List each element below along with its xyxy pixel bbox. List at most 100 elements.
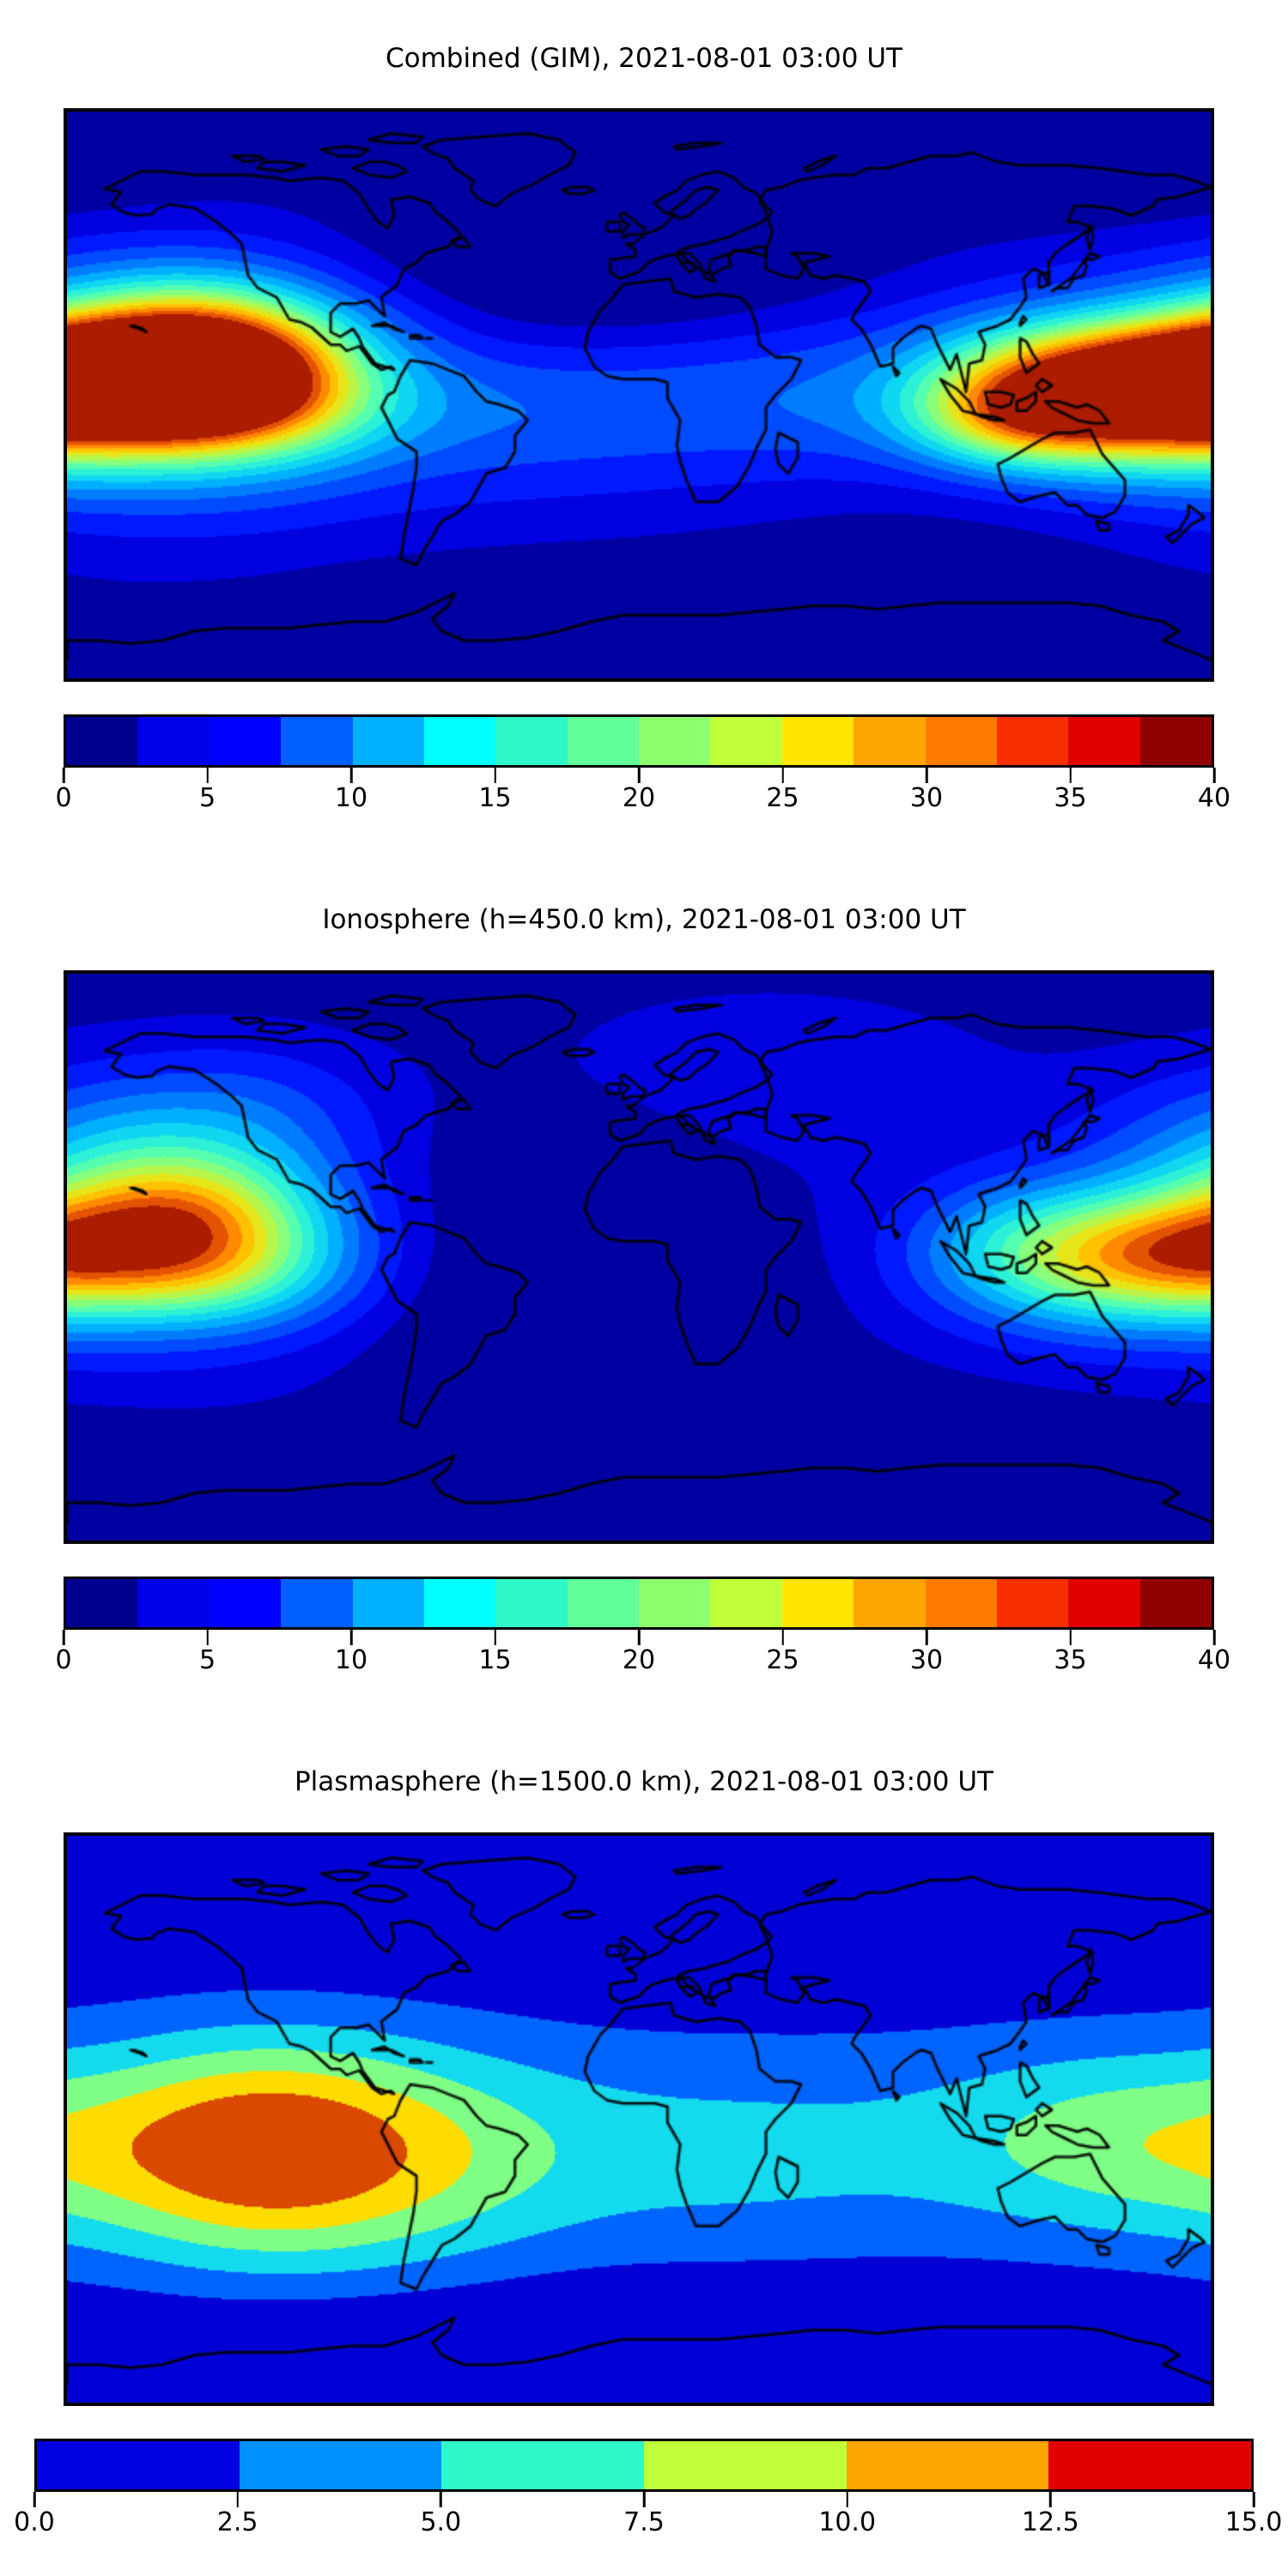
colorbar-tick-label: 5.0 [420, 2507, 462, 2537]
colorbar-tick-label: 35 [1054, 1645, 1087, 1675]
colorbar-tick-label: 5 [198, 1645, 216, 1675]
colorbar-strip-plasmasphere [34, 2439, 1254, 2492]
colorbar-segment [66, 1579, 138, 1627]
colorbar-segment [925, 717, 997, 765]
colorbar-segment [846, 2441, 1049, 2489]
colorbar-tick-label: 5 [198, 783, 216, 813]
colorbar-segment [423, 717, 496, 765]
colorbar-segment [239, 2441, 442, 2489]
colorbar-segment [352, 1579, 424, 1627]
colorbar-tick [1069, 768, 1072, 783]
colorbar-tick-label: 2.5 [216, 2507, 258, 2537]
colorbar-tick-label: 7.5 [623, 2507, 665, 2537]
panel-title-combined: Combined (GIM), 2021-08-01 03:00 UT [386, 43, 902, 74]
colorbar-segment [281, 717, 353, 765]
colorbar-tick-label: 10 [334, 783, 368, 813]
colorbar-plasmasphere: 0.0 2.5 5.0 7.5 10.0 12.5 15.0 [14, 2439, 1282, 2537]
colorbar-ticks-plasmasphere [33, 2492, 1255, 2507]
colorbar-tick [349, 1630, 353, 1645]
colorbar-labels-plasmasphere: 0.0 2.5 5.0 7.5 10.0 12.5 15.0 [14, 2507, 1282, 2543]
colorbar-tick [494, 1630, 496, 1645]
colorbar-tick-label: 10.0 [818, 2507, 877, 2537]
colorbar-labels-combined: 0 5 10 15 20 25 30 35 40 [55, 783, 1230, 819]
colorbar-tick-label: 30 [909, 1645, 944, 1675]
colorbar-tick-label: 15 [478, 1645, 512, 1675]
colorbar-tick [206, 1630, 209, 1645]
colorbar-tick [781, 768, 784, 783]
map-canvas-plasmasphere [67, 1836, 1211, 2403]
colorbar-tick [925, 1630, 928, 1645]
colorbar-segment [209, 717, 282, 765]
colorbar-labels-ionosphere: 0 5 10 15 20 25 30 35 40 [55, 1645, 1230, 1681]
colorbar-segment [781, 1579, 854, 1627]
colorbar-segment [1068, 717, 1140, 765]
colorbar-segment [423, 1579, 496, 1627]
colorbar-tick-label: 0.0 [14, 2507, 55, 2537]
colorbar-strip-ionosphere [64, 1577, 1214, 1630]
colorbar-tick [642, 2492, 646, 2507]
colorbar-segment [639, 717, 711, 765]
colorbar-tick-label: 10 [334, 1645, 368, 1675]
colorbar-tick [236, 2492, 239, 2507]
colorbar-segment [209, 1579, 282, 1627]
colorbar-tick-label: 20 [622, 1645, 656, 1675]
colorbar-segment [781, 717, 854, 765]
colorbar-segment [567, 717, 639, 765]
colorbar-tick-label: 20 [622, 783, 656, 813]
colorbar-segment [1068, 1579, 1140, 1627]
colorbar-tick-label: 35 [1054, 783, 1087, 813]
colorbar-tick-label: 40 [1197, 783, 1231, 813]
colorbar-segment [495, 1579, 568, 1627]
colorbar-tick-label: 25 [766, 1645, 799, 1675]
colorbar-tick [440, 2492, 442, 2507]
map-canvas-combined [67, 112, 1211, 678]
colorbar-segment [996, 717, 1069, 765]
map-combined-gim [64, 108, 1214, 682]
colorbar-tick [62, 1630, 65, 1645]
colorbar-segment [37, 2441, 240, 2489]
colorbar-tick-label: 0 [55, 783, 72, 813]
map-canvas-ionosphere [67, 974, 1211, 1540]
colorbar-segment [352, 717, 424, 765]
colorbar-tick-label: 12.5 [1021, 2507, 1079, 2537]
colorbar-segment [710, 1579, 782, 1627]
colorbar-combined: 0 5 10 15 20 25 30 35 40 [55, 714, 1230, 813]
colorbar-segment [281, 1579, 353, 1627]
panel-title-ionosphere: Ionosphere (h=450.0 km), 2021-08-01 03:0… [322, 904, 966, 935]
colorbar-tick [637, 1630, 641, 1645]
colorbar-segment [854, 1579, 926, 1627]
colorbar-tick-label: 0 [55, 1645, 72, 1675]
colorbar-tick [62, 768, 65, 783]
map-ionosphere [64, 970, 1214, 1544]
colorbar-ticks-ionosphere [62, 1630, 1216, 1645]
colorbar-segment [441, 2441, 645, 2489]
colorbar-segment [1048, 2441, 1252, 2489]
colorbar-tick-label: 15 [478, 783, 512, 813]
colorbar-tick [846, 2492, 848, 2507]
map-plasmasphere [64, 1832, 1214, 2406]
colorbar-tick [206, 768, 209, 783]
colorbar-segment [495, 717, 568, 765]
panel-title-plasmasphere: Plasmasphere (h=1500.0 km), 2021-08-01 0… [294, 1766, 993, 1797]
colorbar-segment [1139, 1579, 1212, 1627]
colorbar-segment [137, 717, 210, 765]
colorbar-tick [1212, 768, 1216, 783]
colorbar-segment [644, 2441, 847, 2489]
colorbar-tick [494, 768, 496, 783]
colorbar-tick [1069, 1630, 1072, 1645]
colorbar-tick [349, 768, 353, 783]
colorbar-tick [637, 768, 641, 783]
colorbar-tick-label: 30 [909, 783, 944, 813]
colorbar-segment [1139, 717, 1212, 765]
colorbar-segment [925, 1579, 997, 1627]
colorbar-tick-label: 25 [766, 783, 799, 813]
colorbar-segment [639, 1579, 711, 1627]
colorbar-strip-combined [64, 714, 1214, 768]
colorbar-tick [1049, 2492, 1052, 2507]
colorbar-segment [996, 1579, 1069, 1627]
colorbar-segment [854, 717, 926, 765]
colorbar-tick [33, 2492, 36, 2507]
colorbar-segment [567, 1579, 639, 1627]
colorbar-tick [1212, 1630, 1216, 1645]
